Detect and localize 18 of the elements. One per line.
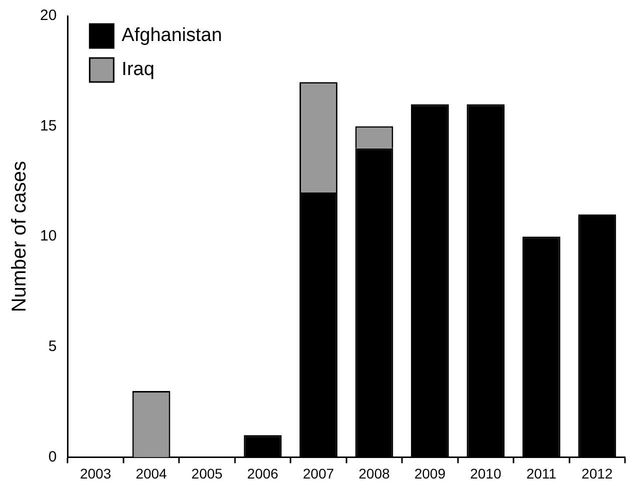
y-tick-label: 0	[48, 448, 57, 466]
y-tick-label: 20	[40, 7, 57, 24]
x-tick-label: 2011	[526, 465, 557, 482]
y-tick-label: 10	[40, 228, 57, 245]
x-tick-label: 2010	[470, 465, 502, 482]
y-tick-label: 15	[40, 117, 57, 134]
x-tick-label: 2005	[191, 465, 223, 482]
x-tick-label: 2003	[80, 465, 112, 482]
x-tick-label: 2007	[302, 465, 334, 482]
x-tick-label: 2004	[136, 465, 168, 482]
legend-label: Iraq	[122, 59, 154, 80]
x-tick-label: 2008	[358, 465, 390, 482]
legend-label: Afghanistan	[122, 25, 222, 46]
x-tick-label: 2012	[582, 465, 613, 482]
y-tick-label: 5	[48, 338, 57, 356]
y-axis-title: Number of cases	[8, 161, 31, 312]
x-tick-label: 2009	[414, 465, 446, 482]
x-tick-label: 2006	[247, 465, 279, 482]
